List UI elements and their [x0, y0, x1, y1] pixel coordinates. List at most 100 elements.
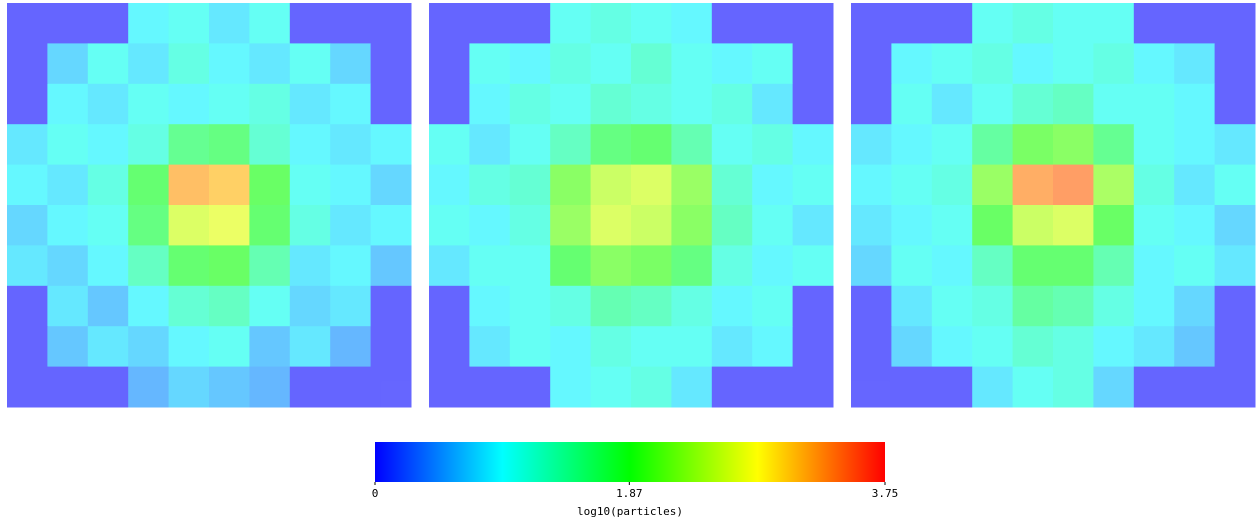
- heatmap-cell: [1174, 124, 1216, 166]
- heatmap-cell: [891, 326, 933, 368]
- heatmap-cell: [7, 245, 48, 287]
- heatmap-cell: [631, 3, 672, 44]
- heatmap-cell: [1174, 285, 1216, 327]
- heatmap-cell: [509, 164, 551, 206]
- heatmap-cell: [168, 245, 210, 287]
- heatmap-cell: [1214, 124, 1256, 166]
- heatmap-cell: [289, 164, 331, 206]
- heatmap-cell: [1214, 285, 1256, 327]
- heatmap-cell: [429, 285, 470, 327]
- heatmap-cell: [168, 83, 210, 125]
- heatmap-cell: [509, 245, 551, 287]
- heatmap-cell: [168, 43, 210, 85]
- heatmap-cell: [671, 205, 713, 246]
- heatmap-cell: [370, 285, 412, 327]
- heatmap-cell: [330, 124, 372, 166]
- heatmap-cell: [509, 43, 551, 85]
- heatmap-cell: [671, 164, 713, 206]
- heatmap-cell: [851, 124, 892, 166]
- heatmap-cell: [1093, 205, 1135, 246]
- heatmap-cell: [429, 3, 470, 44]
- heatmap-cell: [7, 326, 48, 368]
- heatmap-cell: [1093, 245, 1135, 287]
- heatmap-cell: [931, 164, 973, 206]
- heatmap-cell: [168, 205, 210, 246]
- heatmap-cell: [851, 366, 892, 408]
- heatmap-cell: [550, 285, 592, 327]
- heatmap-cell: [792, 245, 834, 287]
- heatmap-cell: [7, 366, 48, 408]
- heatmap-cell: [631, 245, 672, 287]
- heatmap-cell: [47, 366, 89, 408]
- heatmap-cell: [209, 124, 250, 166]
- heatmap-cell: [289, 124, 331, 166]
- heatmap-cell: [509, 124, 551, 166]
- heatmap-cell: [590, 285, 632, 327]
- heatmap-cell: [469, 124, 511, 166]
- heatmap-cell: [1012, 326, 1054, 368]
- heatmap-cell: [209, 205, 250, 246]
- heatmap-cell: [128, 245, 170, 287]
- heatmap-cell: [7, 205, 48, 246]
- heatmap-cell: [851, 43, 892, 85]
- colorbar-tick-label: 3.75: [872, 487, 899, 500]
- heatmap-cell: [550, 83, 592, 125]
- heatmap-cell: [631, 164, 672, 206]
- heatmap-cell: [469, 245, 511, 287]
- heatmap-cell: [550, 3, 592, 44]
- heatmap-cell: [711, 285, 753, 327]
- heatmap-cell: [87, 366, 129, 408]
- heatmap-cell: [711, 124, 753, 166]
- heatmap-cell: [1093, 43, 1135, 85]
- heatmap-cell: [1174, 245, 1216, 287]
- heatmap-cell: [792, 205, 834, 246]
- heatmap-cell: [972, 43, 1014, 85]
- heatmap-cell: [469, 366, 511, 408]
- heatmap-cell: [671, 326, 713, 368]
- heatmap-cell: [509, 285, 551, 327]
- heatmap-cell: [1214, 3, 1256, 44]
- heatmap-cell: [289, 83, 331, 125]
- heatmap-cell: [128, 285, 170, 327]
- heatmap-cell: [631, 43, 672, 85]
- heatmap-cell: [891, 164, 933, 206]
- heatmap-cell: [590, 43, 632, 85]
- heatmap-cell: [1214, 43, 1256, 85]
- heatmap-cell: [1174, 3, 1216, 44]
- heatmap-cell: [249, 205, 291, 246]
- heatmap-cell: [509, 3, 551, 44]
- heatmap-cell: [550, 164, 592, 206]
- heatmap-cell: [752, 124, 794, 166]
- heatmap-cell: [47, 3, 89, 44]
- heatmap-cell: [1012, 245, 1054, 287]
- heatmap-cell: [429, 326, 470, 368]
- heatmap-cell: [289, 285, 331, 327]
- heatmap-cell: [128, 124, 170, 166]
- heatmap-cell: [87, 43, 129, 85]
- heatmap-cell: [1053, 245, 1094, 287]
- heatmap-cell: [87, 205, 129, 246]
- heatmap-cell: [711, 245, 753, 287]
- heatmap-cell: [209, 366, 250, 408]
- heatmap-cell: [330, 43, 372, 85]
- heatmap-cell: [47, 205, 89, 246]
- heatmap-cell: [7, 43, 48, 85]
- heatmap-cell: [792, 164, 834, 206]
- heatmap-panel: [851, 3, 1256, 408]
- heatmap-cell: [168, 3, 210, 44]
- heatmap-cell: [87, 285, 129, 327]
- heatmap-cell: [891, 245, 933, 287]
- heatmap-cell: [47, 285, 89, 327]
- heatmap-cell: [792, 124, 834, 166]
- heatmap-cell: [1012, 366, 1054, 408]
- heatmap-cell: [1214, 245, 1256, 287]
- heatmap-cell: [7, 3, 48, 44]
- heatmap-cell: [209, 3, 250, 44]
- heatmap-cell: [469, 205, 511, 246]
- heatmap-cell: [370, 245, 412, 287]
- heatmap-cell: [1012, 205, 1054, 246]
- heatmap-cell: [1012, 164, 1054, 206]
- heatmap-cell: [792, 326, 834, 368]
- heatmap-cell: [1133, 366, 1175, 408]
- heatmap-cell: [168, 366, 210, 408]
